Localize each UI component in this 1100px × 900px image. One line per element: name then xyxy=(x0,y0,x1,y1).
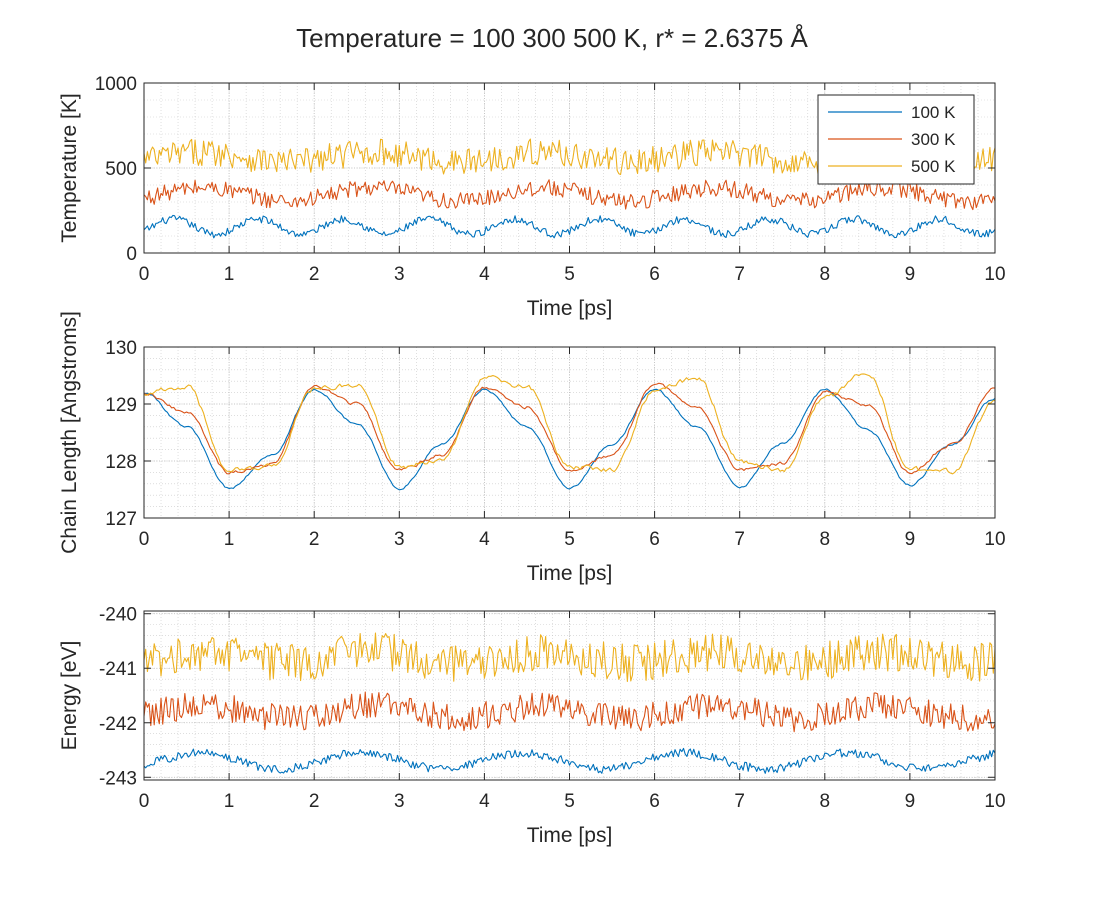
x-tick-label: 3 xyxy=(394,529,405,550)
x-tick-label: 10 xyxy=(984,264,1005,285)
subplot-2: 0 1 2 3 4 5 6 7 8 9 10 127 128 129 130 Time [ps] Chain L… xyxy=(58,311,1006,585)
x-tick-label: 5 xyxy=(564,264,575,285)
x-tick-label: 6 xyxy=(649,529,660,550)
legend-label: 100 K xyxy=(911,103,956,122)
x-axis-label: Time [ps] xyxy=(527,297,613,320)
x-tick-label: 2 xyxy=(309,264,320,285)
y-tick-label: 1000 xyxy=(95,74,137,95)
x-tick-label: 2 xyxy=(309,791,320,812)
y-tick-label: -241 xyxy=(99,659,137,680)
x-tick-label: 7 xyxy=(734,791,745,812)
y-tick-label: 128 xyxy=(105,452,137,473)
x-tick-label: 10 xyxy=(984,791,1005,812)
subplot-3: 0 1 2 3 4 5 6 7 8 9 10 -243 -242 -241 -240 Time [ps] Ene… xyxy=(58,605,1006,847)
x-tick-label: 8 xyxy=(820,791,831,812)
x-tick-label: 0 xyxy=(139,264,150,285)
x-tick-label: 5 xyxy=(564,529,575,550)
x-tick-label: 3 xyxy=(394,791,405,812)
y-tick-label: -243 xyxy=(99,768,137,789)
x-tick-label: 9 xyxy=(905,529,916,550)
x-tick-label: 9 xyxy=(905,264,916,285)
legend-label: 300 K xyxy=(911,130,956,149)
y-tick-label: 500 xyxy=(105,159,137,180)
series-line-300k xyxy=(144,179,995,211)
y-tick-label: 130 xyxy=(105,338,137,359)
x-tick-label: 7 xyxy=(734,264,745,285)
series-group xyxy=(144,632,995,774)
x-axis-label: Time [ps] xyxy=(527,562,613,585)
y-axis-label: Temperature [K] xyxy=(58,93,81,242)
series-line-100k xyxy=(144,388,995,491)
series-line-100k xyxy=(144,747,995,774)
x-tick-label: 9 xyxy=(905,791,916,812)
series-line-300k xyxy=(144,691,995,733)
y-tick-label: 127 xyxy=(105,509,137,530)
series-line-100k xyxy=(144,214,995,239)
x-tick-label: 10 xyxy=(984,529,1005,550)
x-tick-label: 7 xyxy=(734,529,745,550)
x-tick-label: 5 xyxy=(564,791,575,812)
x-tick-label: 1 xyxy=(224,529,235,550)
x-tick-label: 2 xyxy=(309,529,320,550)
x-tick-label: 4 xyxy=(479,264,490,285)
x-tick-label: 0 xyxy=(139,529,150,550)
x-tick-label: 0 xyxy=(139,791,150,812)
series-line-300k xyxy=(144,382,995,475)
series-group xyxy=(144,373,995,491)
legend: 100 K 300 K 500 K xyxy=(817,94,975,185)
x-tick-label: 1 xyxy=(224,791,235,812)
y-tick-label: 129 xyxy=(105,395,137,416)
y-tick-label: -240 xyxy=(99,605,137,626)
x-tick-label: 8 xyxy=(820,529,831,550)
x-tick-label: 1 xyxy=(224,264,235,285)
series-line-500k xyxy=(144,373,995,475)
x-tick-label: 6 xyxy=(649,264,660,285)
subplot-1: 0 1 2 3 4 5 6 7 8 9 10 0 500 1000 Time [ps] Temperature… xyxy=(58,74,1006,320)
y-tick-label: 0 xyxy=(126,244,137,265)
x-tick-label: 4 xyxy=(479,529,490,550)
y-tick-label: -242 xyxy=(99,714,137,735)
legend-label: 500 K xyxy=(911,157,956,176)
x-tick-label: 8 xyxy=(820,264,831,285)
x-tick-label: 3 xyxy=(394,264,405,285)
y-axis-label: Energy [eV] xyxy=(58,641,81,751)
x-axis-label: Time [ps] xyxy=(527,824,613,847)
x-tick-label: 4 xyxy=(479,791,490,812)
figure-title: Temperature = 100 300 500 K, r* = 2.6375… xyxy=(296,23,808,53)
x-tick-label: 6 xyxy=(649,791,660,812)
y-axis-label: Chain Length [Angstroms] xyxy=(58,311,81,554)
series-line-500k xyxy=(144,632,995,682)
